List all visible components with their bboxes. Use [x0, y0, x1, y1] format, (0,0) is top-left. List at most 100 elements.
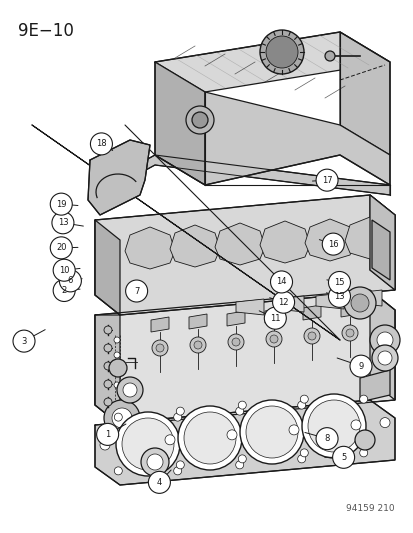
Text: 3: 3 [21, 337, 26, 345]
Polygon shape [95, 400, 394, 485]
Polygon shape [264, 308, 282, 323]
Circle shape [148, 471, 170, 494]
Circle shape [190, 337, 206, 353]
Circle shape [192, 112, 207, 128]
Text: 4: 4 [157, 478, 161, 487]
Text: 13: 13 [57, 219, 68, 227]
Text: 18: 18 [96, 140, 107, 148]
Circle shape [350, 420, 360, 430]
Circle shape [176, 461, 184, 469]
Text: 19: 19 [56, 200, 66, 208]
Polygon shape [204, 92, 389, 185]
Text: 9: 9 [358, 362, 363, 370]
Text: 16: 16 [327, 240, 338, 248]
Polygon shape [304, 219, 354, 261]
Circle shape [299, 395, 308, 403]
Circle shape [109, 359, 127, 377]
Text: 6: 6 [68, 277, 73, 285]
Circle shape [152, 340, 168, 356]
Circle shape [238, 455, 246, 463]
Circle shape [350, 294, 368, 312]
Text: 11: 11 [269, 314, 280, 322]
Circle shape [341, 325, 357, 341]
Circle shape [228, 334, 243, 350]
Circle shape [96, 423, 119, 446]
Polygon shape [344, 217, 394, 259]
Circle shape [240, 400, 303, 464]
Polygon shape [371, 220, 389, 280]
Polygon shape [88, 140, 150, 215]
Circle shape [328, 271, 350, 294]
Polygon shape [214, 223, 264, 265]
Circle shape [141, 448, 169, 476]
Polygon shape [226, 311, 244, 326]
Polygon shape [259, 221, 309, 263]
Circle shape [303, 328, 319, 344]
Circle shape [13, 330, 35, 352]
Circle shape [354, 430, 374, 450]
Text: 20: 20 [56, 244, 66, 252]
Circle shape [165, 435, 175, 445]
Circle shape [332, 446, 354, 469]
Text: 2: 2 [62, 286, 66, 295]
Circle shape [183, 412, 235, 464]
Circle shape [266, 36, 297, 68]
Polygon shape [315, 293, 343, 309]
Polygon shape [154, 62, 204, 185]
Circle shape [53, 259, 75, 281]
Circle shape [114, 337, 120, 343]
Circle shape [53, 279, 75, 302]
Circle shape [178, 406, 242, 470]
Polygon shape [359, 370, 389, 402]
Text: 1: 1 [105, 430, 110, 439]
Circle shape [122, 418, 173, 470]
Circle shape [147, 454, 163, 470]
Circle shape [114, 367, 120, 373]
Circle shape [345, 329, 353, 337]
Circle shape [173, 413, 181, 421]
Polygon shape [369, 195, 394, 290]
Text: 12: 12 [278, 298, 288, 306]
Polygon shape [302, 305, 320, 320]
Circle shape [315, 427, 337, 450]
Circle shape [328, 285, 350, 308]
Polygon shape [275, 296, 303, 312]
Circle shape [90, 133, 112, 155]
Polygon shape [95, 220, 120, 315]
Circle shape [112, 408, 132, 428]
Circle shape [114, 413, 122, 421]
Polygon shape [235, 299, 263, 315]
Circle shape [176, 407, 184, 415]
Text: 17: 17 [321, 176, 332, 184]
Text: 15: 15 [333, 278, 344, 287]
Circle shape [288, 425, 298, 435]
Circle shape [301, 394, 365, 458]
Circle shape [226, 430, 236, 440]
Circle shape [371, 345, 397, 371]
Polygon shape [353, 290, 381, 306]
Circle shape [173, 467, 181, 475]
Circle shape [117, 377, 142, 403]
Circle shape [299, 449, 308, 457]
Circle shape [235, 461, 243, 469]
Circle shape [114, 467, 122, 475]
Circle shape [185, 106, 214, 134]
Circle shape [50, 193, 72, 215]
Text: 8: 8 [324, 434, 329, 443]
Polygon shape [170, 225, 219, 267]
Circle shape [52, 212, 74, 234]
Circle shape [269, 335, 277, 343]
Text: 5: 5 [340, 453, 345, 462]
Circle shape [263, 307, 286, 329]
Circle shape [315, 169, 337, 191]
Circle shape [231, 338, 240, 346]
Circle shape [235, 407, 243, 415]
Circle shape [125, 280, 147, 302]
Text: 10: 10 [59, 266, 69, 274]
Text: 94159 210: 94159 210 [346, 504, 394, 513]
Circle shape [266, 331, 281, 347]
Circle shape [349, 355, 371, 377]
Circle shape [104, 398, 112, 406]
Circle shape [194, 341, 202, 349]
Circle shape [104, 344, 112, 352]
